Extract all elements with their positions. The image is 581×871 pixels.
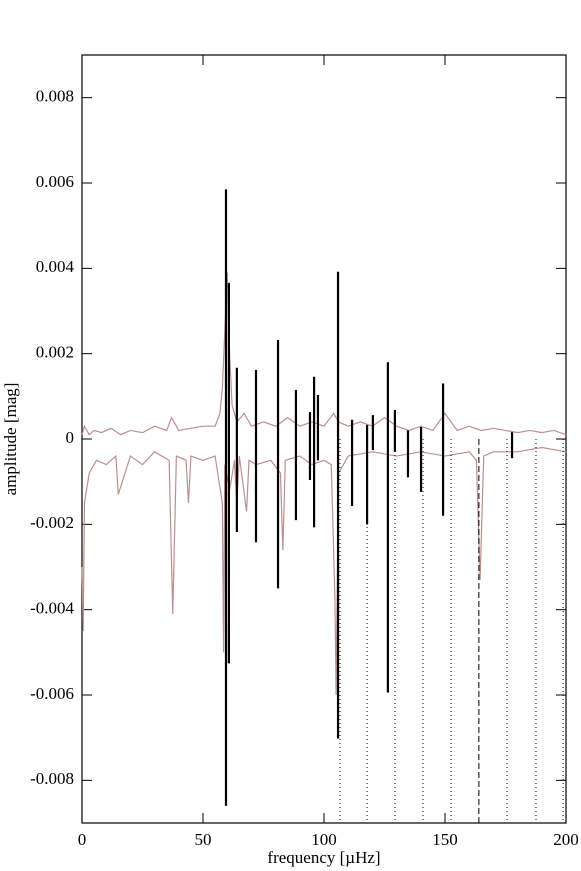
- y-tick-label: -0.008: [30, 769, 74, 788]
- trace-line: [81, 272, 567, 436]
- x-axis-label: frequency [µHz]: [267, 848, 380, 867]
- y-tick-label: 0.008: [36, 87, 74, 106]
- y-tick-label: -0.006: [30, 684, 74, 703]
- x-tick-label: 50: [195, 830, 212, 849]
- plot-frame: [81, 54, 567, 824]
- y-axis-label: amplitude [mag]: [1, 383, 20, 496]
- y-tick-label: 0.006: [36, 172, 74, 191]
- y-tick-label: 0.002: [36, 343, 74, 362]
- y-tick-label: -0.002: [30, 513, 74, 532]
- x-tick-label: 200: [553, 830, 579, 849]
- y-tick-label: -0.004: [30, 599, 74, 618]
- x-tick-label: 100: [311, 830, 337, 849]
- y-tick-label: 0: [66, 428, 75, 447]
- x-tick-label: 0: [78, 830, 87, 849]
- trace-line: [81, 446, 567, 696]
- y-tick-label: 0.004: [36, 257, 75, 276]
- x-tick-label: 150: [432, 830, 458, 849]
